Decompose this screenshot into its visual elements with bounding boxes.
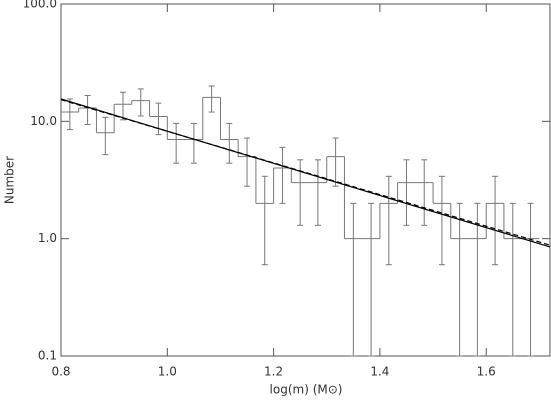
error-bar xyxy=(261,175,268,266)
error-bar xyxy=(137,88,144,117)
error-bar xyxy=(332,137,339,187)
y-tick-label: 100.0 xyxy=(23,0,57,11)
error-bar xyxy=(474,202,481,357)
error-bar xyxy=(509,202,516,357)
error-bar xyxy=(66,98,73,131)
y-tick-label: 10.0 xyxy=(30,114,57,128)
error-bar xyxy=(279,146,286,204)
y-axis-label: Number xyxy=(3,156,17,204)
error-bar xyxy=(244,137,251,187)
x-tick-label: 1.2 xyxy=(264,365,283,379)
fit-line xyxy=(60,99,551,246)
x-tick-label: 0.8 xyxy=(51,365,70,379)
error-bar xyxy=(84,95,91,125)
error-bar xyxy=(421,159,428,226)
error-bar xyxy=(226,122,233,164)
plot-frame xyxy=(60,3,551,357)
error-bar xyxy=(385,175,392,266)
x-tick-label: 1.4 xyxy=(370,365,389,379)
error-bar xyxy=(403,159,410,226)
error-bar xyxy=(438,175,445,266)
error-bar xyxy=(102,116,109,156)
error-bar xyxy=(208,85,215,113)
error-bar xyxy=(314,159,321,226)
error-bar xyxy=(368,202,375,357)
error-bar xyxy=(527,202,534,357)
error-bar xyxy=(120,91,127,121)
y-tick-label: 0.1 xyxy=(38,349,57,363)
error-bar xyxy=(456,202,463,357)
y-tick-label: 1.0 xyxy=(38,231,57,245)
error-bar xyxy=(190,122,197,164)
x-axis-label: log(m) (M⊙) xyxy=(270,383,343,397)
error-bar xyxy=(297,159,304,226)
error-bar xyxy=(155,102,162,136)
x-tick-label: 1.0 xyxy=(158,365,177,379)
error-bar xyxy=(492,175,499,266)
x-tick-label: 1.6 xyxy=(477,365,496,379)
error-bar xyxy=(350,202,357,357)
error-bar xyxy=(173,122,180,164)
